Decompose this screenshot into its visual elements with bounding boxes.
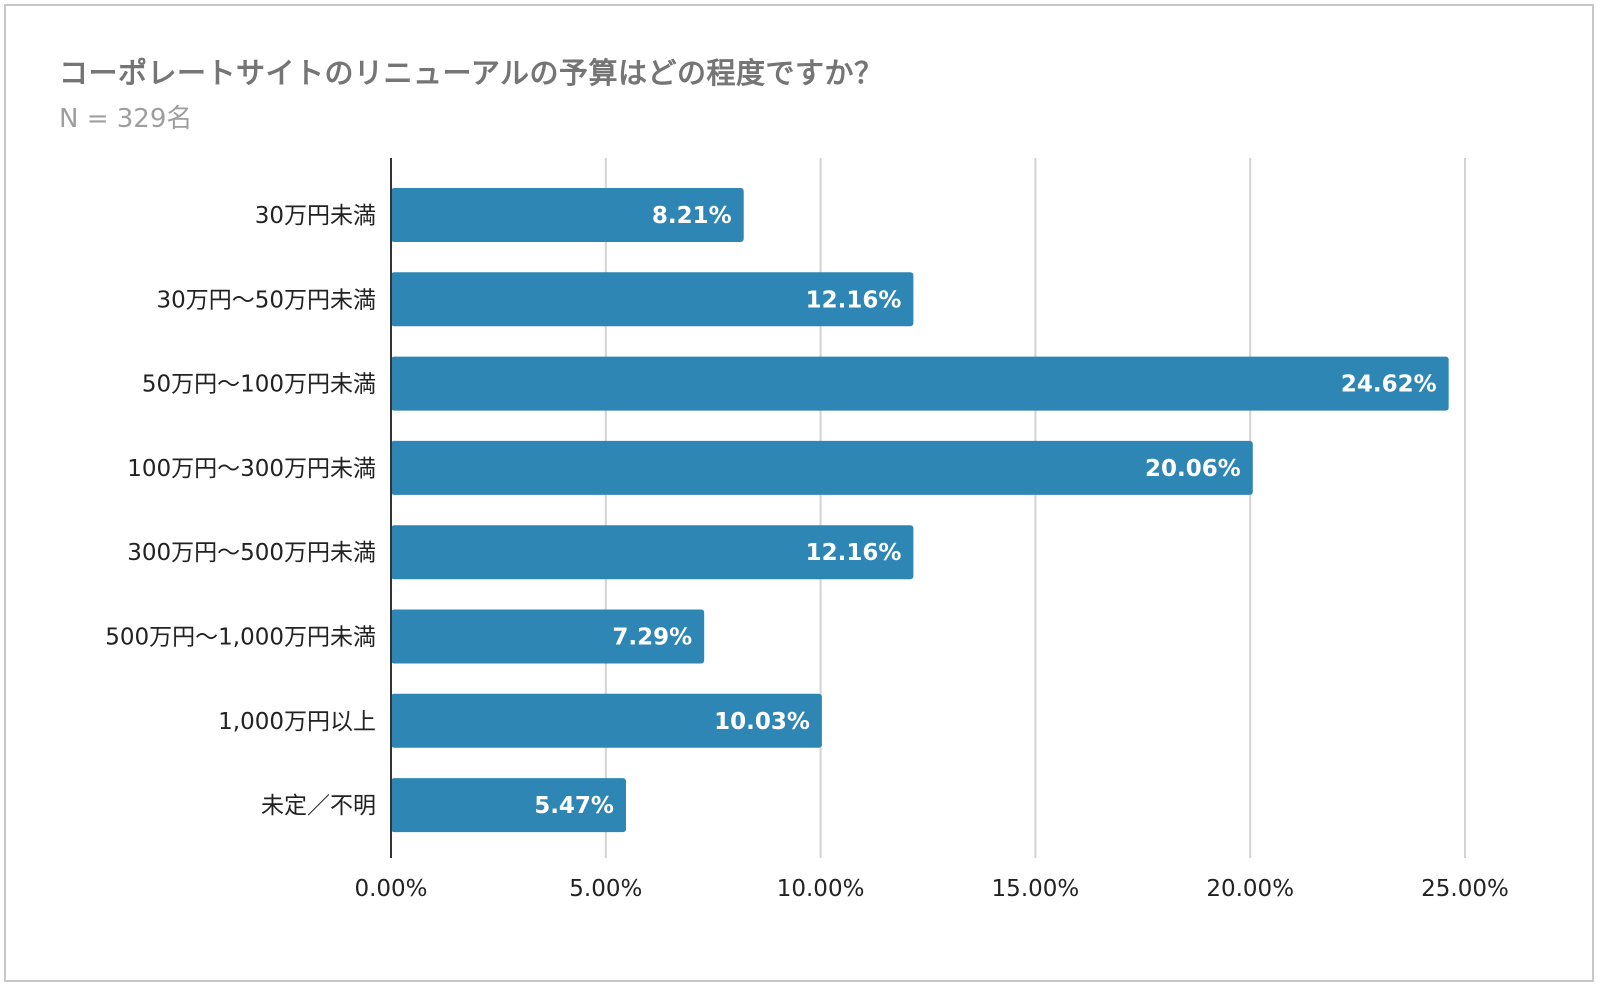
bar bbox=[391, 525, 914, 580]
bar bbox=[391, 609, 705, 664]
bar-value-label: 7.29% bbox=[612, 625, 692, 651]
x-tick-label: 0.00% bbox=[354, 876, 427, 902]
category-label: 未定／不明 bbox=[261, 793, 376, 819]
axes: 0.00% 5.00% 10.00% 15.00% 20.00% 25.00% 30万円未満… bbox=[105, 158, 1509, 902]
x-tick-label: 20.00% bbox=[1206, 876, 1294, 902]
category-label: 50万円〜100万円未満 bbox=[142, 372, 376, 398]
x-tick-label: 15.00% bbox=[992, 876, 1080, 902]
bar-value-label: 20.06% bbox=[1145, 456, 1241, 482]
bar-value-label: 24.62% bbox=[1341, 372, 1437, 398]
bar bbox=[391, 693, 822, 748]
category-label: 500万円〜1,000万円未満 bbox=[105, 625, 376, 651]
bar bbox=[391, 356, 1449, 411]
chart-subtitle: N = 329名 bbox=[59, 104, 193, 134]
chart-title: コーポレートサイトのリニューアルの予算はどの程度ですか？ bbox=[59, 56, 884, 90]
x-tick-label: 5.00% bbox=[569, 876, 642, 902]
bars: 8.21% 12.16% 24.62% 20.06% 12.16% 7.29% 10.03%… bbox=[391, 188, 1449, 833]
x-tick-label: 25.00% bbox=[1421, 876, 1509, 902]
bar-value-label: 10.03% bbox=[714, 709, 810, 735]
bar bbox=[391, 778, 626, 833]
bar-value-label: 8.21% bbox=[652, 203, 732, 229]
bar bbox=[391, 188, 744, 242]
gridlines bbox=[604, 158, 1466, 858]
bar-value-label: 12.16% bbox=[806, 540, 902, 566]
bar-value-label: 5.47% bbox=[534, 793, 614, 819]
category-label: 300万円〜500万円未満 bbox=[127, 540, 376, 566]
category-label: 100万円〜300万円未満 bbox=[127, 456, 376, 482]
bar-value-label: 12.16% bbox=[806, 287, 902, 313]
bar bbox=[391, 440, 1253, 495]
bar bbox=[391, 272, 914, 327]
category-label: 30万円〜50万円未満 bbox=[156, 287, 376, 313]
category-label: 30万円未満 bbox=[255, 203, 376, 229]
category-label: 1,000万円以上 bbox=[218, 709, 376, 735]
x-tick-label: 10.00% bbox=[777, 876, 865, 902]
